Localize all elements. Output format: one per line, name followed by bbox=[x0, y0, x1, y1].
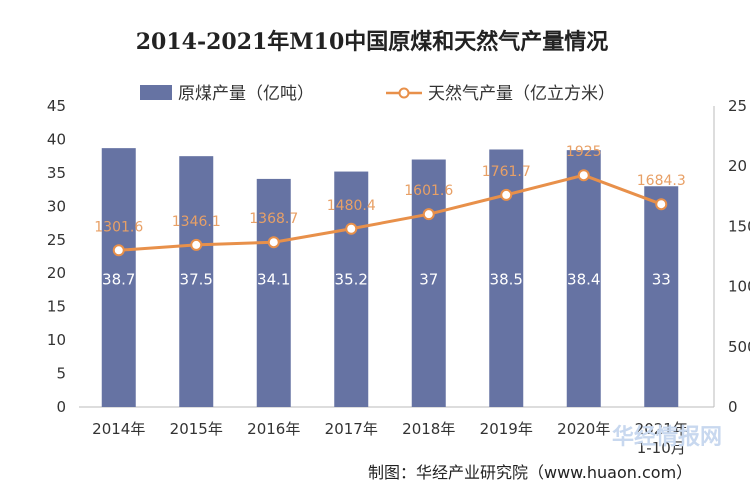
left-tick-label: 30 bbox=[47, 197, 66, 215]
bar-labels: 38.7 37.5 34.1 35.2 37 38.5 38.4 33 bbox=[102, 271, 671, 289]
axes: 0 5 10 15 20 25 30 35 40 45 0 500 100 150 20 25 bbox=[47, 97, 750, 416]
line-point bbox=[345, 222, 358, 235]
right-tick-label: 0 bbox=[728, 398, 738, 416]
bar-value-label: 35.2 bbox=[335, 271, 368, 289]
left-tick-label: 0 bbox=[56, 398, 66, 416]
line-point bbox=[190, 238, 203, 251]
bar-value-label: 38.4 bbox=[567, 271, 600, 289]
right-tick-label: 100 bbox=[728, 278, 750, 296]
line-point bbox=[267, 236, 280, 249]
bar-series bbox=[101, 148, 679, 407]
x-tick-label: 2015年 bbox=[170, 420, 223, 438]
x-tick-label: 2014年 bbox=[92, 420, 145, 438]
line-value-label: 1925 bbox=[566, 144, 602, 160]
x-tick-label: 2016年 bbox=[247, 420, 300, 438]
left-tick-label: 20 bbox=[47, 264, 66, 282]
x-tick-label: 2021年 bbox=[635, 420, 688, 438]
line-point bbox=[655, 198, 668, 211]
bar-value-label: 37 bbox=[419, 271, 438, 289]
bar-value-label: 38.7 bbox=[102, 271, 135, 289]
source-note: 制图：华经产业研究院（www.huaon.com） bbox=[368, 463, 692, 482]
line-value-label: 1684.3 bbox=[637, 173, 686, 189]
bar-value-label: 38.5 bbox=[490, 271, 523, 289]
legend: 原煤产量（亿吨） 天然气产量（亿立方米） bbox=[140, 84, 615, 104]
bar-value-label: 37.5 bbox=[180, 271, 213, 289]
gas-line bbox=[118, 173, 662, 252]
left-tick-label: 45 bbox=[47, 97, 66, 115]
legend-line-marker bbox=[398, 87, 410, 99]
line-point bbox=[577, 169, 590, 182]
bar bbox=[644, 186, 679, 407]
bar-value-label: 34.1 bbox=[257, 271, 290, 289]
legend-gas-label: 天然气产量（亿立方米） bbox=[428, 84, 615, 104]
line-series bbox=[112, 169, 668, 257]
right-tick-label: 20 bbox=[728, 157, 747, 175]
x-axis-labels: 2014年 2015年 2016年 2017年 2018年 2019年 2020年 2021年… bbox=[92, 420, 688, 457]
line-value-label: 1346.1 bbox=[172, 214, 221, 230]
bar bbox=[256, 178, 291, 407]
line-value-label: 1601.6 bbox=[404, 183, 453, 199]
bar-value-label: 33 bbox=[652, 271, 671, 289]
right-tick-label: 25 bbox=[728, 97, 747, 115]
line-value-label: 1761.7 bbox=[482, 164, 531, 180]
left-tick-label: 35 bbox=[47, 164, 66, 182]
left-tick-label: 5 bbox=[56, 365, 66, 383]
line-value-label: 1480.4 bbox=[327, 198, 376, 214]
line-point bbox=[422, 208, 435, 221]
line-value-label: 1301.6 bbox=[94, 219, 143, 235]
left-tick-label: 40 bbox=[47, 130, 66, 148]
x-tick-label: 2017年 bbox=[325, 420, 378, 438]
bar bbox=[411, 159, 446, 407]
line-point bbox=[112, 244, 125, 257]
bar bbox=[179, 156, 214, 407]
bar bbox=[101, 148, 136, 407]
left-tick-label: 10 bbox=[47, 331, 66, 349]
left-tick-label: 15 bbox=[47, 298, 66, 316]
x-tick-label: 2019年 bbox=[480, 420, 533, 438]
x-tick-label: 2020年 bbox=[557, 420, 610, 438]
right-tick-label: 500 bbox=[728, 338, 750, 356]
line-labels: 1301.6 1346.1 1368.7 1480.4 1601.6 1761.7 1925… bbox=[94, 144, 686, 235]
legend-bar-swatch bbox=[140, 85, 172, 100]
right-tick-label: 150 bbox=[728, 217, 750, 235]
watermark: 华经情报网 bbox=[612, 424, 722, 450]
left-tick-label: 25 bbox=[47, 231, 66, 249]
line-point bbox=[500, 188, 513, 201]
x-tick-sublabel: 1-10月 bbox=[637, 439, 686, 457]
line-value-label: 1368.7 bbox=[249, 211, 298, 227]
bar bbox=[566, 150, 601, 407]
legend-coal-label: 原煤产量（亿吨） bbox=[178, 84, 314, 104]
chart-title: 2014-2021年M10中国原煤和天然气产量情况 bbox=[136, 29, 609, 55]
bar bbox=[334, 171, 369, 407]
x-tick-label: 2018年 bbox=[402, 420, 455, 438]
